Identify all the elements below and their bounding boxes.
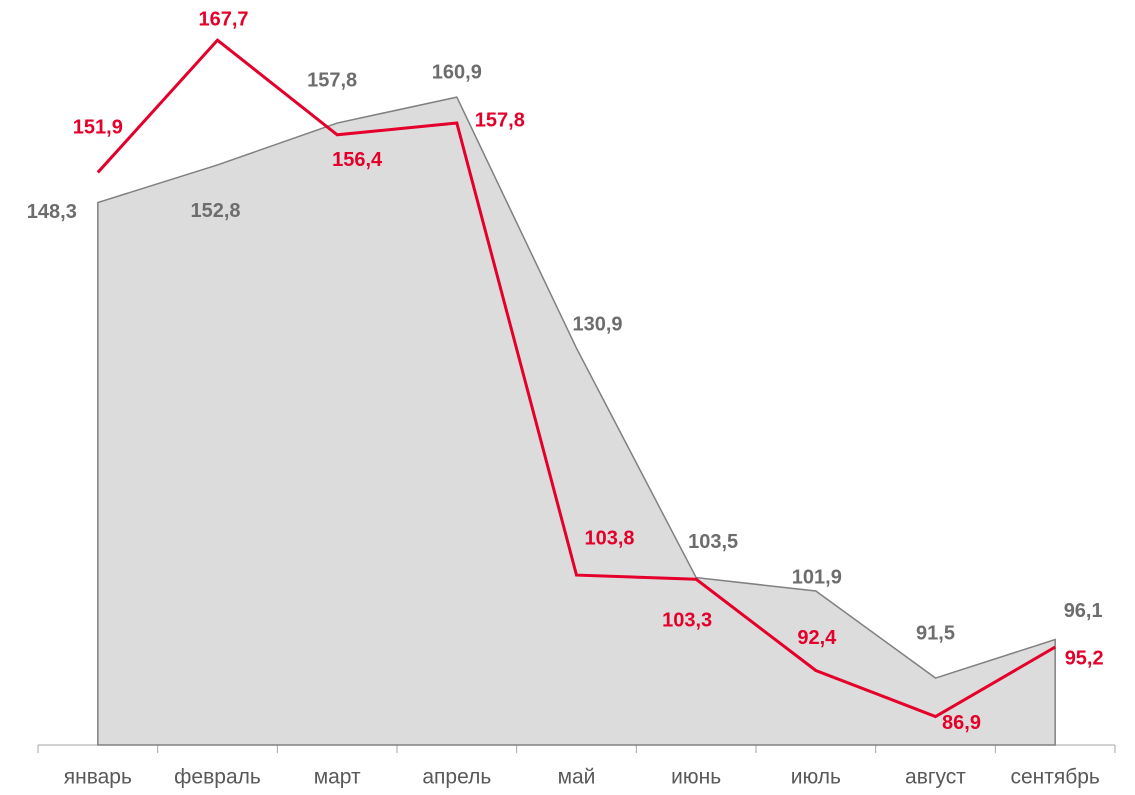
- value-label: 160,9: [432, 61, 482, 83]
- x-tick-label: январь: [64, 766, 132, 789]
- value-label: 103,3: [662, 610, 712, 632]
- value-label: 157,8: [307, 69, 357, 91]
- value-label: 92,4: [797, 627, 837, 649]
- value-label: 156,4: [332, 149, 383, 171]
- value-label: 148,3: [27, 201, 77, 223]
- value-label: 91,5: [916, 622, 955, 644]
- value-label: 96,1: [1064, 600, 1103, 622]
- value-label: 86,9: [942, 712, 981, 734]
- x-tick-label: февраль: [174, 766, 261, 789]
- x-tick-label: март: [314, 766, 361, 789]
- value-label: 95,2: [1065, 647, 1104, 669]
- value-label: 167,7: [198, 8, 248, 30]
- value-label: 103,8: [584, 527, 634, 549]
- value-label: 130,9: [572, 314, 622, 336]
- value-label: 151,9: [73, 117, 123, 139]
- x-tick-label: май: [558, 766, 596, 789]
- x-tick-label: июль: [791, 766, 841, 789]
- area: [97, 96, 1056, 746]
- value-label: 152,8: [190, 200, 240, 222]
- x-tick-label: сентябрь: [1010, 766, 1099, 789]
- value-label: 157,8: [475, 109, 525, 131]
- line: [96, 38, 1056, 719]
- x-tick-label: август: [905, 766, 966, 789]
- value-label: 101,9: [792, 566, 842, 588]
- value-label: 103,5: [688, 531, 738, 553]
- x-tick-label: июнь: [671, 766, 721, 789]
- x-tick-label: апрель: [422, 766, 491, 789]
